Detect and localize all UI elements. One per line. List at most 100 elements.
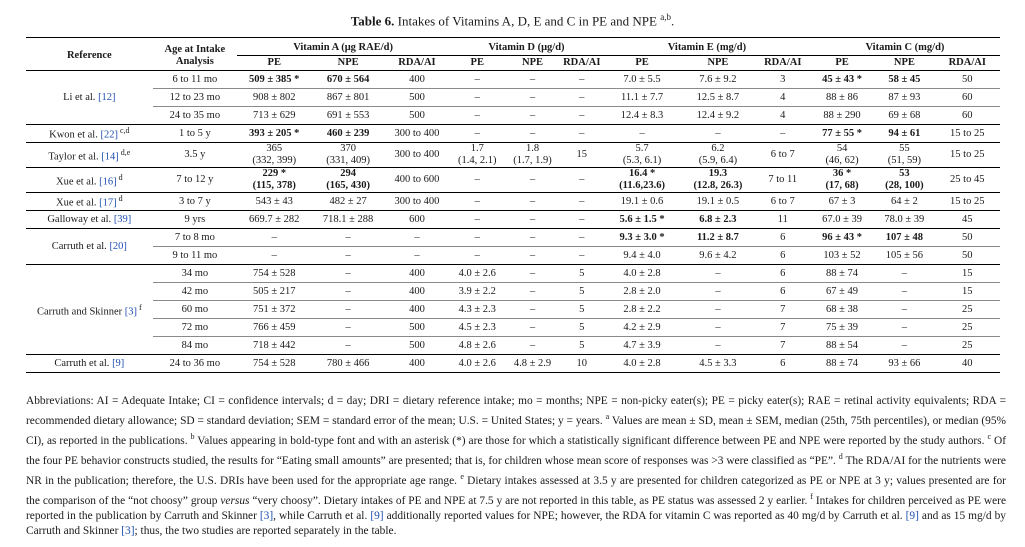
header-npe: NPE — [505, 55, 560, 71]
value-cell: 5 — [559, 264, 604, 283]
value-cell: 5.7 (5.3, 6.1) — [603, 142, 681, 168]
value-cell: 6.8 ± 2.3 — [680, 210, 756, 229]
value-cell: 45 ± 43 * — [809, 70, 875, 89]
value-cell: 60 — [934, 88, 1000, 107]
citation-link[interactable]: [3] — [124, 306, 137, 318]
table-row: Galloway et al. [39] 9 yrs 669.7 ± 282 718.… — [26, 210, 1000, 229]
value-cell: – — [559, 210, 604, 229]
value-cell: 4.3 ± 2.3 — [449, 300, 506, 319]
table-row: 42 mo 505 ± 217–400 3.9 ± 2.2–5 2.8 ± 2.0–6… — [26, 282, 1000, 301]
value-cell: 669.7 ± 282 — [237, 210, 312, 229]
value-cell: 400 — [384, 282, 450, 301]
header-rda: RDA/AI — [755, 55, 810, 71]
value-cell: 505 ± 217 — [237, 282, 312, 301]
age-cell: 9 to 11 mo — [152, 246, 238, 265]
footnote-f: Intakes for children perceived as PE wer… — [26, 495, 1007, 523]
value-cell: 45 — [934, 210, 1000, 229]
citation-link[interactable]: [9] — [370, 510, 384, 523]
value-cell: 6.2 (5.9, 6.4) — [680, 142, 756, 168]
table-row: Carruth et al. [20] 7 to 8 mo – – – – – –9.3 ± … — [26, 228, 1000, 265]
value-cell: – — [505, 228, 560, 247]
citation-link[interactable]: [9] — [905, 510, 919, 523]
citation-link[interactable]: [9] — [112, 357, 125, 369]
value-cell: 96 ± 43 * — [809, 228, 875, 247]
citation-link[interactable]: [20] — [109, 240, 127, 252]
header-reference: Reference — [26, 37, 153, 71]
value-cell: 67.0 ± 39 — [809, 210, 875, 229]
value-cell: 25 — [934, 318, 1000, 337]
value-cell: – — [449, 70, 506, 89]
value-cell: 370 (331, 409) — [311, 142, 385, 168]
citation-link[interactable]: [22] — [100, 129, 118, 141]
value-cell: – — [874, 264, 935, 283]
value-cell: 50 — [934, 228, 1000, 247]
value-cell: 25 — [934, 336, 1000, 355]
caption-label: Table 6. — [350, 13, 395, 29]
value-cell: 400 — [384, 70, 450, 89]
age-cell: 24 to 35 mo — [152, 106, 238, 125]
table-row: Kwon et al. [22] c,d 1 to 5 y 393 ± 205 * 4… — [26, 124, 1000, 143]
value-cell: 40 — [934, 354, 1000, 373]
value-cell: – — [680, 264, 756, 283]
value-cell: 6 — [755, 354, 810, 373]
header-vitamin-c: Vitamin C (mg/d) — [809, 37, 1000, 56]
value-cell: – — [505, 210, 560, 229]
value-cell: – — [237, 228, 312, 247]
value-cell: 751 ± 372 — [237, 300, 312, 319]
footnote-d: The RDA/AI for the nutrients were NR in … — [26, 455, 1006, 487]
value-cell: 5 — [559, 282, 604, 301]
value-cell: 4.0 ± 2.8 — [603, 354, 681, 373]
value-cell: 64 ± 2 — [874, 192, 935, 211]
value-cell: – — [559, 167, 604, 193]
value-cell: 4.8 ± 2.9 — [505, 354, 560, 373]
value-cell: 7 — [755, 300, 810, 319]
citation-link[interactable]: [17] — [99, 197, 117, 209]
value-cell: 718.1 ± 288 — [311, 210, 385, 229]
reference-cell: Li et al. [12] — [26, 70, 153, 125]
caption-text: Intakes of Vitamins A, D, E and C in PE … — [397, 13, 657, 29]
value-cell: 94 ± 61 — [874, 124, 935, 143]
age-cell: 7 to 8 mo — [152, 228, 238, 247]
citation-link[interactable]: [3] — [121, 525, 135, 538]
value-cell: – — [505, 336, 560, 355]
value-cell: 754 ± 528 — [237, 354, 312, 373]
value-cell: 11 — [755, 210, 810, 229]
value-cell: 4.5 ± 2.3 — [449, 318, 506, 337]
table-row: Carruth and Skinner [3] f 34 mo 754 ± 528–… — [26, 264, 1000, 355]
value-cell: 88 ± 74 — [809, 354, 875, 373]
value-cell: – — [449, 106, 506, 125]
value-cell: 780 ± 466 — [311, 354, 385, 373]
value-cell: 67 ± 3 — [809, 192, 875, 211]
citation-link[interactable]: [14] — [101, 151, 119, 163]
value-cell: 7 — [755, 318, 810, 337]
value-cell: – — [505, 167, 560, 193]
value-cell: 9.6 ± 4.2 — [680, 246, 756, 265]
header-pe: PE — [603, 55, 681, 71]
value-cell: – — [311, 300, 385, 319]
value-cell: – — [874, 300, 935, 319]
citation-link[interactable]: [12] — [98, 91, 116, 103]
age-cell: 3 to 7 y — [152, 192, 238, 211]
citation-link[interactable]: [39] — [113, 213, 132, 225]
value-cell: – — [559, 70, 604, 89]
age-cell: 34 mo — [152, 264, 238, 283]
citation-link[interactable]: [3] — [259, 510, 274, 523]
value-cell: 229 * (115, 378) — [237, 167, 312, 193]
value-cell: 19.3 (12.8, 26.3) — [680, 167, 756, 193]
header-pe: PE — [237, 55, 312, 71]
citation-link[interactable]: [16] — [99, 176, 117, 188]
age-cell: 3.5 y — [152, 142, 238, 168]
value-cell: – — [505, 282, 560, 301]
value-cell: 294 (165, 430) — [311, 167, 385, 193]
value-cell: 10 — [559, 354, 604, 373]
value-cell: 400 to 600 — [384, 167, 450, 193]
value-cell: – — [505, 264, 560, 283]
value-cell: – — [755, 124, 810, 143]
value-cell: – — [505, 70, 560, 89]
header-vitamin-e: Vitamin E (mg/d) — [603, 37, 810, 56]
value-cell: – — [311, 246, 385, 265]
value-cell: 88 ± 54 — [809, 336, 875, 355]
value-cell: – — [384, 246, 450, 265]
